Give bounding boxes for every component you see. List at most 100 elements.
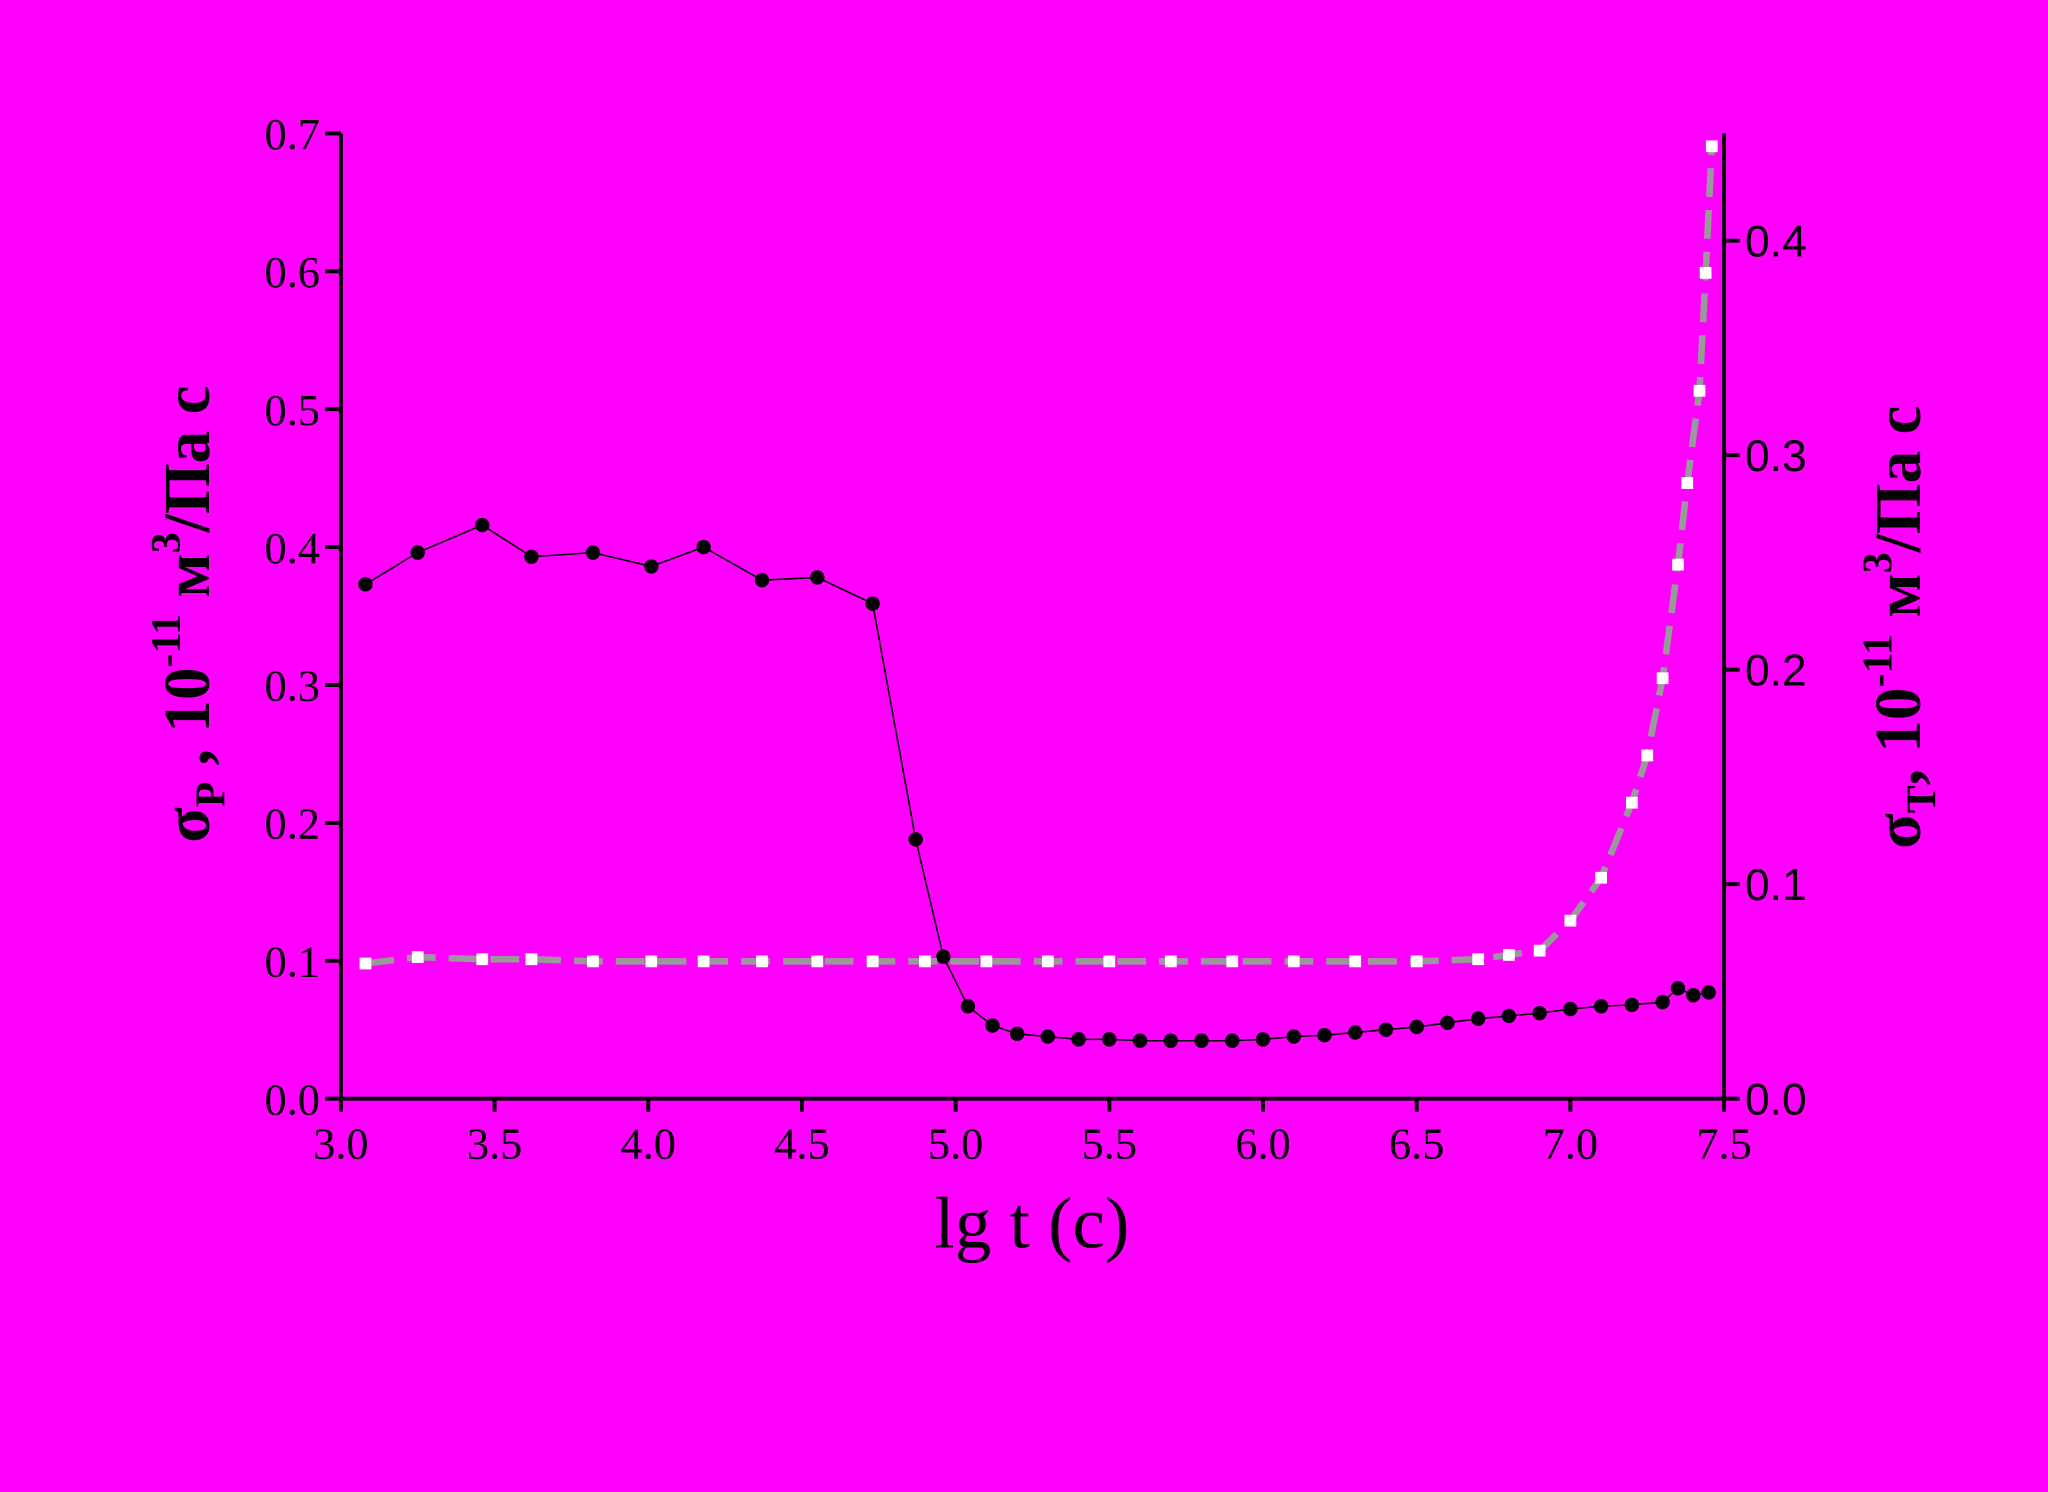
x-tick-label: 3.5 [467, 1119, 523, 1169]
y-tick-label: 0.2 [265, 799, 321, 849]
data-point [1593, 999, 1609, 1014]
axis-label-part: /Па с [152, 385, 224, 533]
data-point [1226, 955, 1239, 968]
data-point [1440, 1015, 1455, 1030]
data-point [696, 539, 711, 555]
data-point [411, 951, 424, 963]
data-point [410, 545, 425, 560]
y-tick-label: 0.4 [265, 523, 321, 573]
y2-tick-label: 0.0 [1745, 1075, 1807, 1124]
data-point [1701, 985, 1716, 1000]
data-point [1564, 914, 1577, 927]
data-point [1625, 796, 1638, 809]
x-axis-label: lg t (c) [934, 1182, 1129, 1263]
data-point [1163, 1033, 1178, 1048]
axis-label-part: м [152, 553, 224, 614]
data-point [1501, 1008, 1517, 1024]
data-point [587, 955, 599, 968]
data-point [358, 577, 373, 592]
data-point [1103, 955, 1116, 968]
axis-label-part: -11 [144, 614, 190, 667]
data-point [1533, 944, 1546, 957]
data-point [1071, 1032, 1086, 1047]
data-point [1681, 477, 1694, 489]
data-point [1656, 672, 1669, 685]
y2-tick-label: 0.2 [1745, 646, 1807, 695]
data-point [1670, 981, 1686, 996]
data-point [1641, 749, 1654, 762]
data-point [754, 573, 770, 588]
y-axis-label: σP , 10-11 м3/Па с [144, 385, 234, 842]
axis-label-part: σ [1863, 813, 1935, 849]
data-point [1410, 955, 1423, 968]
y-tick-label: 0.5 [265, 385, 321, 435]
data-point [1194, 1033, 1209, 1048]
data-point [1472, 953, 1485, 966]
y-tick-label: 0.3 [265, 661, 321, 711]
data-point [908, 832, 923, 847]
data-point [866, 955, 879, 968]
x-tick-label: 5.0 [928, 1119, 984, 1169]
data-point [1470, 1011, 1486, 1026]
data-point [1655, 994, 1670, 1010]
data-point [1595, 871, 1608, 884]
data-point [476, 953, 489, 966]
data-point [1286, 1029, 1301, 1044]
y2-tick-label: 0.1 [1745, 861, 1807, 910]
axis-label-part: 3 [1855, 552, 1901, 573]
y-tick-label: 0.0 [265, 1074, 321, 1124]
y-tick-label: 0.7 [265, 109, 321, 159]
data-point [1672, 558, 1684, 571]
x-tick-label: 6.0 [1235, 1119, 1291, 1169]
y2-tick-label: 0.3 [1745, 432, 1807, 481]
data-point [1040, 1029, 1056, 1044]
data-point [865, 596, 880, 611]
data-point [1317, 1028, 1332, 1043]
axis-label-part: Т [1900, 785, 1946, 813]
data-point [524, 549, 539, 564]
data-point [1225, 1033, 1240, 1048]
data-point [1164, 955, 1177, 968]
data-point [1378, 1022, 1394, 1037]
y2-tick-label: 0.4 [1745, 217, 1807, 266]
x-tick-label: 7.5 [1696, 1119, 1752, 1169]
data-point [1686, 988, 1701, 1003]
data-point [1255, 1032, 1271, 1047]
data-point [980, 955, 993, 968]
x-tick-label: 6.5 [1389, 1119, 1445, 1169]
x-tick-label: 4.0 [621, 1119, 677, 1169]
data-point [1705, 140, 1718, 153]
data-point [985, 1018, 1000, 1033]
axis-label-part: /Па с [1863, 405, 1935, 553]
data-point [960, 999, 976, 1014]
data-point [1349, 955, 1362, 968]
data-point [1693, 384, 1706, 397]
data-point [525, 953, 538, 966]
data-point [936, 949, 951, 964]
data-point [811, 955, 824, 968]
data-point [1009, 1026, 1025, 1042]
x-tick-label: 4.5 [774, 1119, 830, 1169]
axis-label-part: P [189, 782, 235, 808]
axis-label-part: σ [152, 807, 224, 843]
data-point [475, 517, 490, 533]
data-point [810, 570, 825, 585]
data-point [1102, 1032, 1117, 1047]
data-point [1503, 949, 1515, 961]
data-point [1624, 997, 1640, 1013]
x-tick-label: 7.0 [1543, 1119, 1599, 1169]
data-point [1348, 1025, 1363, 1040]
axis-label-part: -11 [1855, 634, 1901, 687]
y-tick-label: 0.6 [265, 247, 321, 297]
data-point [1409, 1019, 1424, 1035]
x-tick-label: 5.5 [1082, 1119, 1138, 1169]
data-point [645, 955, 658, 968]
y-tick-label: 0.1 [265, 936, 321, 986]
data-point [1563, 1001, 1578, 1017]
data-point [359, 957, 372, 970]
axis-label-part: м [1863, 573, 1935, 634]
data-point [585, 545, 601, 560]
data-point [1699, 266, 1712, 279]
y2-axis-label: σТ, 10-11 м3/Па с [1855, 405, 1945, 848]
